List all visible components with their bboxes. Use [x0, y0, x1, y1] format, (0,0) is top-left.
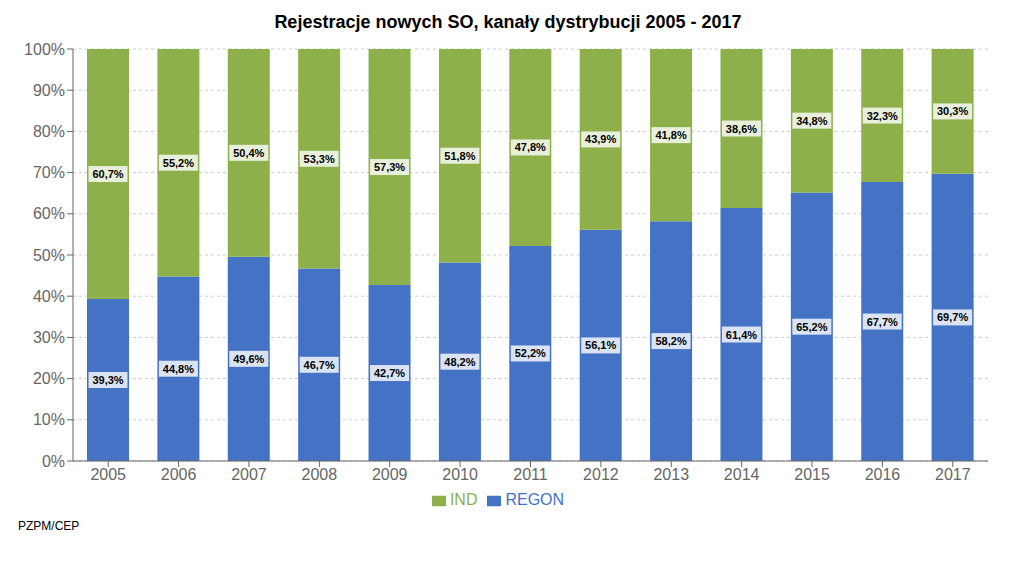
svg-text:52,2%: 52,2%: [515, 347, 546, 359]
svg-text:70%: 70%: [33, 164, 65, 181]
svg-text:2007: 2007: [231, 466, 267, 483]
html-text:Rejestracje nowych SO, kanały: Rejestracje nowych SO, kanały dystrybucj…: [274, 12, 742, 32]
svg-text:42,7%: 42,7%: [374, 367, 405, 379]
svg-text:2006: 2006: [161, 466, 197, 483]
svg-text:40%: 40%: [33, 288, 65, 305]
svg-text:2013: 2013: [653, 466, 689, 483]
html-text:PZPM/CEP: PZPM/CEP: [18, 519, 80, 533]
svg-text:32,3%: 32,3%: [867, 110, 898, 122]
svg-text:2009: 2009: [372, 466, 408, 483]
svg-text:46,7%: 46,7%: [304, 359, 335, 371]
svg-text:2011: 2011: [513, 466, 548, 483]
svg-text:34,8%: 34,8%: [796, 115, 827, 127]
svg-text:30%: 30%: [33, 329, 65, 346]
svg-text:30,3%: 30,3%: [937, 105, 968, 117]
svg-text:61,4%: 61,4%: [726, 329, 757, 341]
svg-text:49,6%: 49,6%: [233, 353, 264, 365]
svg-text:10%: 10%: [33, 411, 65, 428]
svg-text:0%: 0%: [42, 453, 65, 470]
svg-text:60%: 60%: [33, 205, 65, 222]
svg-text:50%: 50%: [33, 247, 65, 264]
svg-text:48,2%: 48,2%: [444, 356, 475, 368]
svg-text:80%: 80%: [33, 123, 65, 140]
svg-text:100%: 100%: [24, 41, 65, 58]
svg-text:2008: 2008: [302, 466, 338, 483]
svg-text:2014: 2014: [724, 466, 760, 483]
svg-text:65,2%: 65,2%: [796, 321, 827, 333]
svg-text:47,8%: 47,8%: [515, 141, 546, 153]
svg-text:44,8%: 44,8%: [163, 363, 194, 375]
svg-text:56,1%: 56,1%: [585, 339, 616, 351]
svg-text:2012: 2012: [583, 466, 619, 483]
svg-text:2017: 2017: [935, 466, 971, 483]
svg-text:67,7%: 67,7%: [867, 316, 898, 328]
svg-text:38,6%: 38,6%: [726, 123, 757, 135]
svg-text:57,3%: 57,3%: [374, 161, 405, 173]
svg-text:20%: 20%: [33, 370, 65, 387]
svg-text:2010: 2010: [442, 466, 478, 483]
svg-text:39,3%: 39,3%: [92, 374, 123, 386]
svg-text:53,3%: 53,3%: [304, 153, 335, 165]
svg-text:43,9%: 43,9%: [585, 133, 616, 145]
svg-text:69,7%: 69,7%: [937, 311, 968, 323]
svg-text:2015: 2015: [794, 466, 830, 483]
svg-text:2005: 2005: [90, 466, 126, 483]
svg-text:58,2%: 58,2%: [655, 335, 686, 347]
html-text:REGON: REGON: [505, 491, 565, 508]
svg-text:90%: 90%: [33, 82, 65, 99]
svg-text:60,7%: 60,7%: [92, 168, 123, 180]
svg-text:41,8%: 41,8%: [655, 129, 686, 141]
svg-text:50,4%: 50,4%: [233, 147, 264, 159]
html-text:IND: IND: [449, 491, 478, 508]
svg-text:2016: 2016: [865, 466, 901, 483]
svg-text:51,8%: 51,8%: [444, 150, 475, 162]
svg-text:55,2%: 55,2%: [163, 157, 194, 169]
